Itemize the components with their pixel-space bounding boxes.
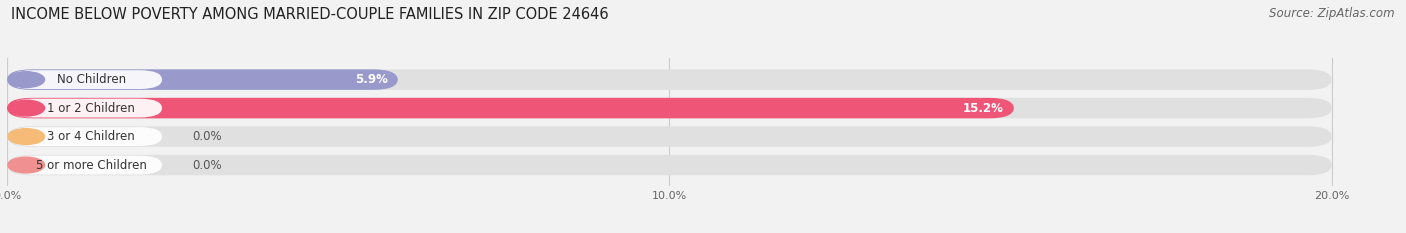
FancyBboxPatch shape — [10, 70, 162, 89]
FancyBboxPatch shape — [7, 98, 1014, 118]
FancyBboxPatch shape — [7, 69, 398, 90]
Circle shape — [8, 72, 45, 88]
Text: INCOME BELOW POVERTY AMONG MARRIED-COUPLE FAMILIES IN ZIP CODE 24646: INCOME BELOW POVERTY AMONG MARRIED-COUPL… — [11, 7, 609, 22]
Circle shape — [8, 157, 45, 173]
Text: 0.0%: 0.0% — [193, 158, 222, 171]
FancyBboxPatch shape — [10, 156, 162, 175]
Text: 3 or 4 Children: 3 or 4 Children — [48, 130, 135, 143]
FancyBboxPatch shape — [7, 155, 1331, 175]
FancyBboxPatch shape — [7, 98, 1331, 118]
Text: No Children: No Children — [56, 73, 127, 86]
Text: 5.9%: 5.9% — [356, 73, 388, 86]
Text: 0.0%: 0.0% — [193, 130, 222, 143]
Text: 15.2%: 15.2% — [963, 102, 1004, 115]
FancyBboxPatch shape — [7, 126, 1331, 147]
Text: Source: ZipAtlas.com: Source: ZipAtlas.com — [1270, 7, 1395, 20]
Circle shape — [8, 129, 45, 144]
Circle shape — [8, 100, 45, 116]
Text: 5 or more Children: 5 or more Children — [37, 158, 146, 171]
FancyBboxPatch shape — [7, 69, 1331, 90]
FancyBboxPatch shape — [10, 127, 162, 146]
FancyBboxPatch shape — [10, 99, 162, 117]
Text: 1 or 2 Children: 1 or 2 Children — [48, 102, 135, 115]
